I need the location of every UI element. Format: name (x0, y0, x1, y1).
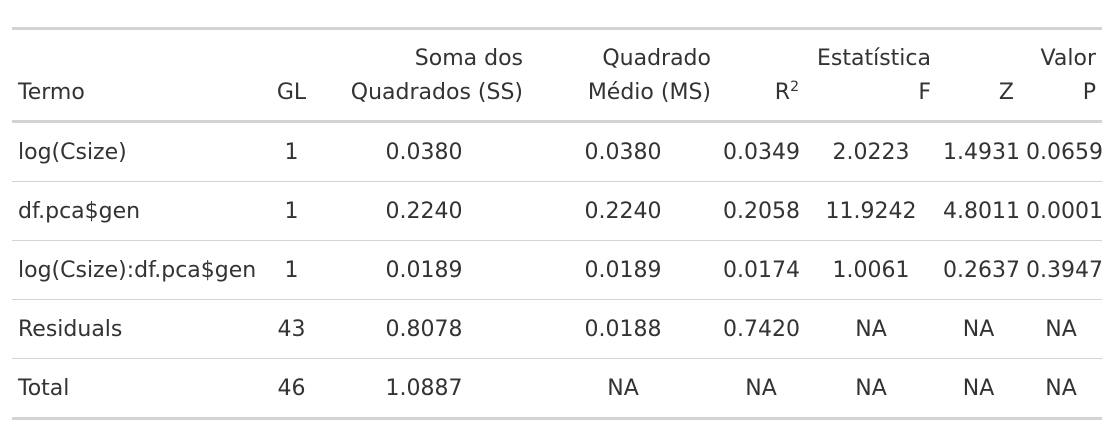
cell-p: NA (1045, 316, 1077, 342)
cell-p: 0.0659 (1026, 139, 1103, 165)
anova-table-container: Termo GL Soma dos Quadrados (SS) Quadrad… (12, 27, 1103, 420)
cell-gl: 1 (284, 139, 299, 165)
header-ms: Quadrado Médio (MS) (587, 46, 711, 105)
table-row: Residuals 43 0.8078 0.0188 0.7420 NA NA … (12, 300, 1102, 359)
cell-ss: 0.0189 (385, 257, 463, 283)
cell-r2: 0.0349 (723, 139, 800, 165)
cell-z: 4.8011 (943, 198, 1020, 224)
header-ss: Soma dos Quadrados (SS) (350, 46, 523, 105)
cell-r2: 0.2058 (723, 198, 800, 224)
cell-z: 1.4931 (943, 139, 1020, 165)
cell-ss: 0.0380 (385, 139, 463, 165)
cell-f: 11.9242 (825, 198, 917, 224)
cell-f: 1.0061 (832, 257, 910, 283)
cell-f: NA (855, 316, 887, 342)
header-p: Valor P (1040, 46, 1096, 105)
cell-gl: 46 (277, 375, 306, 401)
cell-gl: 1 (284, 198, 299, 224)
header-gl: GL (276, 80, 307, 105)
cell-ms: 0.0188 (584, 316, 662, 342)
cell-ss: 0.8078 (385, 316, 463, 342)
cell-termo: df.pca$gen (18, 198, 141, 224)
cell-ss: 1.0887 (385, 375, 463, 401)
cell-z: NA (962, 316, 995, 342)
cell-termo: log(Csize):df.pca$gen (18, 257, 257, 283)
cell-termo: Total (18, 375, 70, 401)
cell-ms: 0.0380 (584, 139, 662, 165)
header-row: Termo GL Soma dos Quadrados (SS) Quadrad… (12, 28, 1102, 122)
cell-z: NA (962, 375, 995, 401)
table-row: Total 46 1.0887 NA NA NA NA NA (12, 359, 1102, 419)
header-termo: Termo (18, 80, 85, 105)
header-f: Estatística F (817, 46, 931, 105)
cell-r2: 0.7420 (723, 316, 800, 342)
anova-table: Termo GL Soma dos Quadrados (SS) Quadrad… (12, 27, 1103, 420)
cell-termo: Residuals (18, 316, 123, 342)
cell-p: NA (1045, 375, 1077, 401)
cell-r2: 0.0174 (723, 257, 800, 283)
cell-ms: NA (607, 375, 639, 401)
header-r2: R2 (774, 79, 799, 105)
cell-ms: 0.0189 (584, 257, 662, 283)
cell-gl: 1 (284, 257, 299, 283)
cell-ms: 0.2240 (584, 198, 662, 224)
cell-ss: 0.2240 (385, 198, 463, 224)
cell-termo: log(Csize) (18, 139, 127, 165)
cell-f: NA (855, 375, 887, 401)
header-z: Z (998, 80, 1014, 105)
cell-p: 0.0001 (1026, 198, 1103, 224)
cell-z: 0.2637 (943, 257, 1020, 283)
cell-r2: NA (745, 375, 777, 401)
cell-p: 0.3947 (1026, 257, 1103, 283)
table-row: log(Csize) 1 0.0380 0.0380 0.0349 2.0223… (12, 122, 1103, 182)
table-row: log(Csize):df.pca$gen 1 0.0189 0.0189 0.… (12, 241, 1103, 300)
cell-f: 2.0223 (832, 139, 910, 165)
cell-gl: 43 (277, 316, 306, 342)
table-row: df.pca$gen 1 0.2240 0.2240 0.2058 11.924… (12, 182, 1103, 241)
